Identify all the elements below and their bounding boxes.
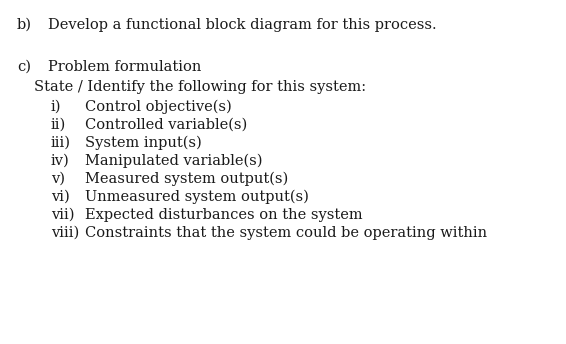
Text: Expected disturbances on the system: Expected disturbances on the system bbox=[85, 208, 363, 222]
Text: i): i) bbox=[51, 100, 62, 114]
Text: Problem formulation: Problem formulation bbox=[48, 60, 201, 74]
Text: viii): viii) bbox=[51, 226, 79, 240]
Text: Unmeasured system output(s): Unmeasured system output(s) bbox=[85, 190, 309, 204]
Text: Measured system output(s): Measured system output(s) bbox=[85, 172, 288, 186]
Text: iii): iii) bbox=[51, 136, 71, 150]
Text: Constraints that the system could be operating within: Constraints that the system could be ope… bbox=[85, 226, 487, 240]
Text: iv): iv) bbox=[51, 154, 70, 168]
Text: Control objective(s): Control objective(s) bbox=[85, 100, 231, 115]
Text: Develop a functional block diagram for this process.: Develop a functional block diagram for t… bbox=[48, 18, 437, 32]
Text: c): c) bbox=[17, 60, 31, 74]
Text: ii): ii) bbox=[51, 118, 66, 132]
Text: State / Identify the following for this system:: State / Identify the following for this … bbox=[34, 80, 366, 94]
Text: vi): vi) bbox=[51, 190, 70, 204]
Text: vii): vii) bbox=[51, 208, 75, 222]
Text: b): b) bbox=[17, 18, 32, 32]
Text: Manipulated variable(s): Manipulated variable(s) bbox=[85, 154, 263, 169]
Text: System input(s): System input(s) bbox=[85, 136, 201, 150]
Text: Controlled variable(s): Controlled variable(s) bbox=[85, 118, 247, 132]
Text: v): v) bbox=[51, 172, 65, 186]
